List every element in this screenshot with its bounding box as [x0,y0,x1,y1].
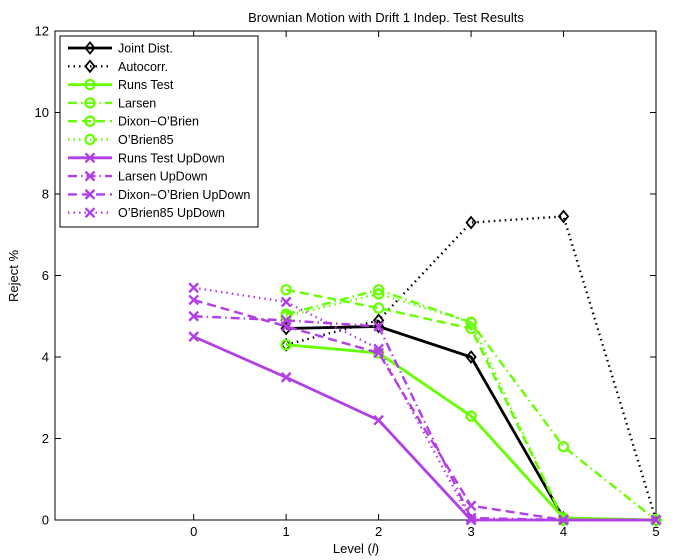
series-line [285,288,657,521]
data-point [280,284,292,296]
legend-label: O’Brien85 UpDown [118,206,225,220]
legend-item: Runs Test UpDown [68,151,225,165]
series-line [285,288,656,522]
data-point [650,514,662,526]
data-point [372,288,385,300]
y-tick-label: 12 [35,24,49,39]
data-point [372,302,385,314]
data-point [188,310,200,322]
x-tick-label: 5 [652,524,659,539]
x-tick-label: 0 [190,524,197,539]
data-point [372,284,385,296]
legend-label: Runs Test [118,78,174,92]
data-point [465,514,477,526]
legend-item: Larsen [68,96,156,110]
legend-item: O’Brien85 [68,133,174,147]
legend-item: Autocorr. [68,59,168,74]
legend-label: O’Brien85 [118,133,174,147]
legend-label: Joint Dist. [118,42,173,56]
data-point [557,440,570,453]
data-point [280,321,292,332]
data-point [188,294,200,306]
series-line [193,286,656,522]
data-point [465,500,477,512]
legend-marker [84,189,96,200]
y-tick-label: 2 [42,431,49,446]
legend-item: Joint Dist. [68,41,173,56]
legend-label: Dixon−O’Brien UpDown [118,188,250,202]
legend-item: Dixon−O’Brien UpDown [68,188,250,202]
data-point [280,339,292,351]
x-tick-label: 2 [375,524,382,539]
legend-marker [84,115,96,127]
data-point [188,282,200,294]
legend-marker [84,41,96,55]
series-line [286,325,565,519]
legend-item: Larsen UpDown [68,170,208,184]
legend-item: O’Brien85 UpDown [68,206,225,220]
data-point [188,331,200,342]
y-tick-label: 4 [42,350,49,365]
series-o-brien85-updown [188,282,662,526]
series-line [193,298,656,522]
legend-label: Dixon−O’Brien [118,115,199,129]
data-point [280,296,292,308]
legend-label: Larsen UpDown [118,170,208,184]
y-tick-label: 0 [42,513,49,528]
legend: Joint Dist. Autocorr. Runs Test Larsen Dixon… [59,35,259,228]
legend-item: Runs Test [68,78,174,92]
data-point [557,209,570,224]
x-tick-label: 3 [467,524,474,539]
y-tick-label: 8 [42,187,49,202]
data-point [373,343,384,355]
legend-marker [84,97,96,109]
legend-label: Autocorr. [118,60,168,74]
y-tick-label: 10 [35,105,49,120]
data-point [280,372,292,383]
x-axis-label: Level (l) [333,541,379,556]
data-point [373,414,384,426]
legend-item: Dixon−O’Brien [68,115,199,129]
legend-marker [84,170,96,182]
x-tick-label: 1 [283,524,290,539]
data-point [373,321,384,332]
legend-marker [84,59,96,74]
data-point [558,514,569,526]
legend-label: Runs Test UpDown [118,151,225,165]
legend-marker [84,152,96,164]
legend-marker [84,133,96,146]
data-point [465,350,477,364]
legend-marker [84,207,96,219]
data-point [465,410,477,422]
chart-title: Brownian Motion with Drift 1 Indep. Test… [248,10,524,25]
legend-label: Larsen [118,96,156,110]
y-axis-label: Reject % [6,250,21,302]
x-tick-label: 4 [560,524,567,539]
data-point [465,215,477,230]
legend-marker [84,78,96,91]
y-tick-label: 6 [42,268,49,283]
data-point [465,316,477,329]
